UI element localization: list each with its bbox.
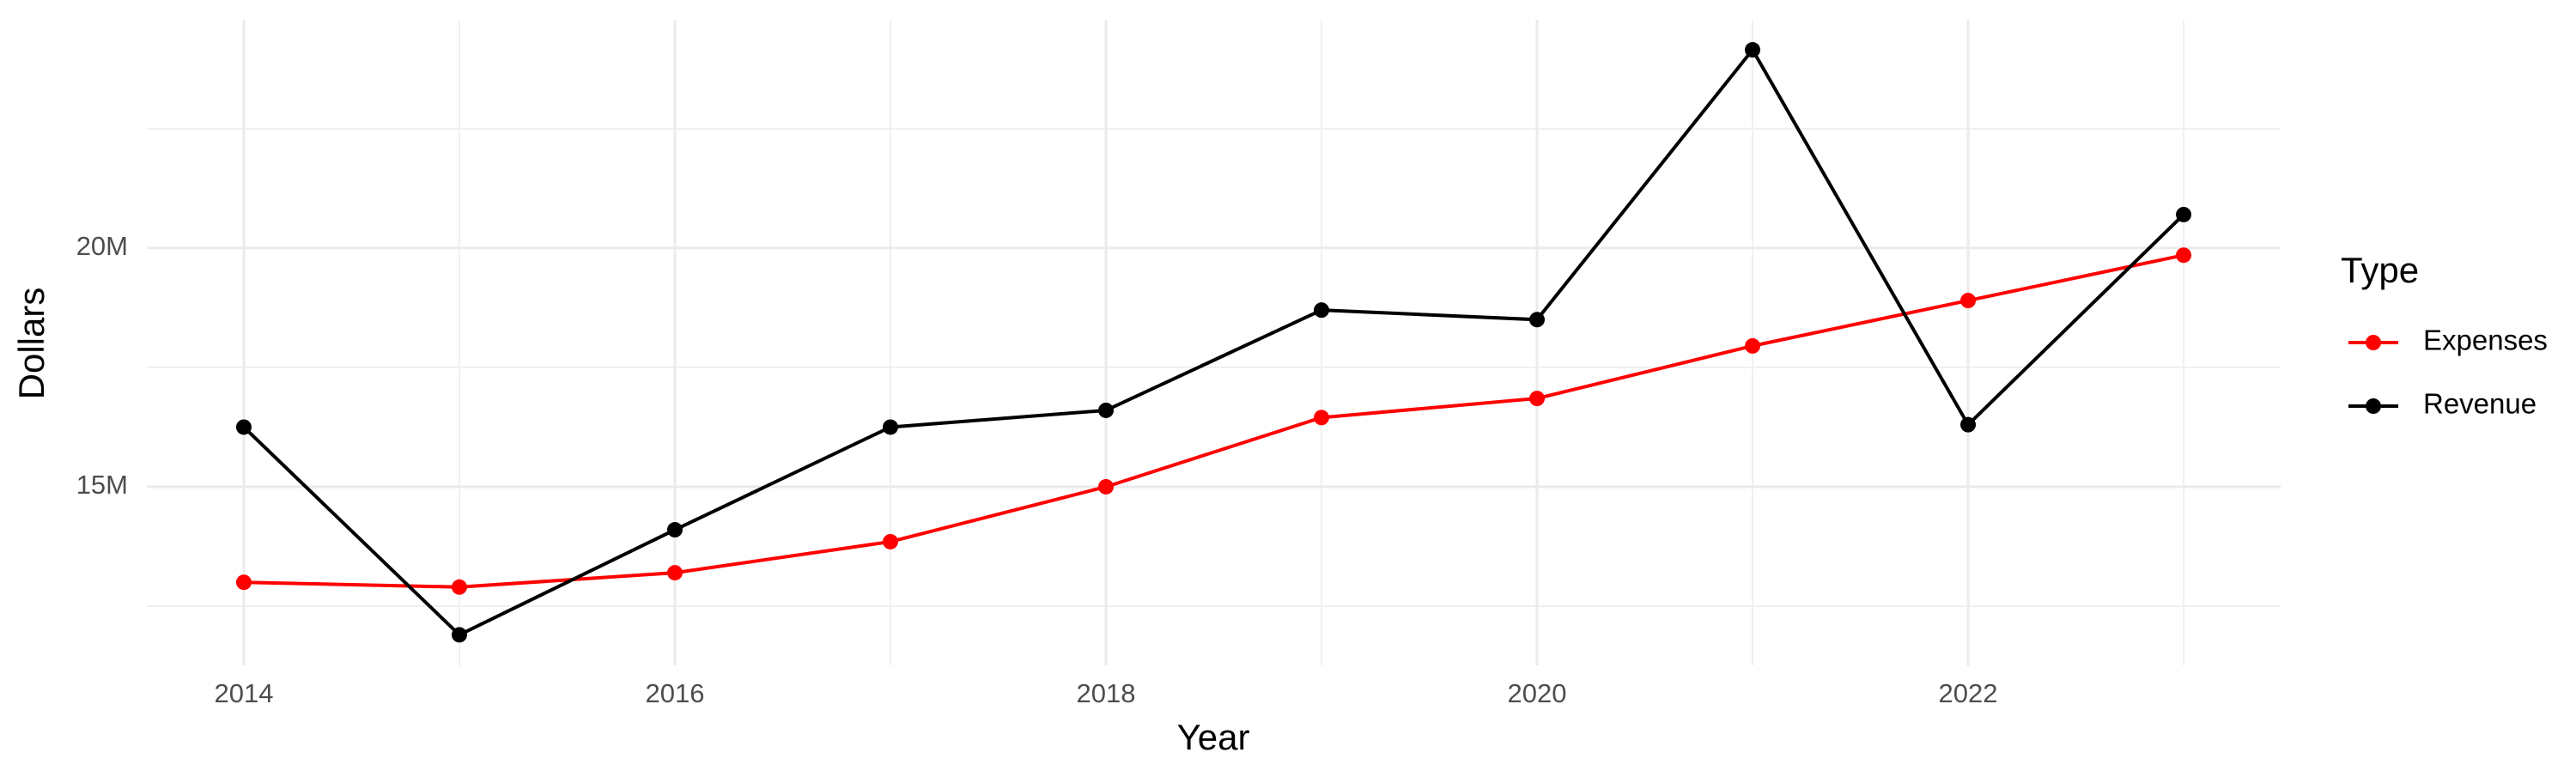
- legend-key-point: [2366, 335, 2381, 350]
- data-point: [1960, 293, 1977, 309]
- x-axis-title: Year: [1177, 717, 1250, 757]
- grid: 15M 20M 2014 2016 2018 2020 2022: [76, 20, 2281, 708]
- data-point: [1745, 337, 1761, 354]
- data-point: [666, 565, 683, 581]
- data-point: [1314, 302, 1330, 319]
- data-point: [235, 419, 252, 435]
- data-point: [451, 627, 467, 643]
- x-tick-label: 2014: [214, 678, 273, 708]
- data-point: [1314, 410, 1330, 426]
- series-line: [242, 48, 2185, 637]
- legend-label: Revenue: [2423, 388, 2537, 420]
- x-tick-label: 2018: [1077, 678, 1136, 708]
- data-point: [2176, 247, 2192, 264]
- y-axis-title: Dollars: [11, 288, 52, 400]
- data-point: [882, 419, 898, 435]
- data-point: [1097, 402, 1114, 418]
- legend-key-point: [2366, 398, 2381, 414]
- data-point: [235, 574, 252, 591]
- x-tick-label: 2020: [1508, 678, 1567, 708]
- data-point: [1960, 416, 1977, 433]
- x-tick-label: 2022: [1939, 678, 1998, 708]
- data-point: [666, 522, 683, 538]
- data-point: [1529, 391, 1546, 407]
- data-point: [2176, 206, 2192, 222]
- x-tick-label: 2016: [645, 678, 704, 708]
- legend-title: Type: [2341, 250, 2419, 290]
- data-point: [1745, 42, 1761, 58]
- data-point: [451, 579, 467, 595]
- legend: Expenses Revenue: [2348, 325, 2548, 420]
- data-point: [1529, 312, 1546, 328]
- plot-area: [235, 42, 2192, 643]
- series-line: [243, 253, 2184, 589]
- y-tick-label: 15M: [76, 470, 128, 500]
- y-tick-label: 20M: [76, 231, 128, 261]
- data-point: [1097, 478, 1114, 495]
- data-point: [882, 533, 898, 549]
- legend-label: Expenses: [2423, 325, 2548, 356]
